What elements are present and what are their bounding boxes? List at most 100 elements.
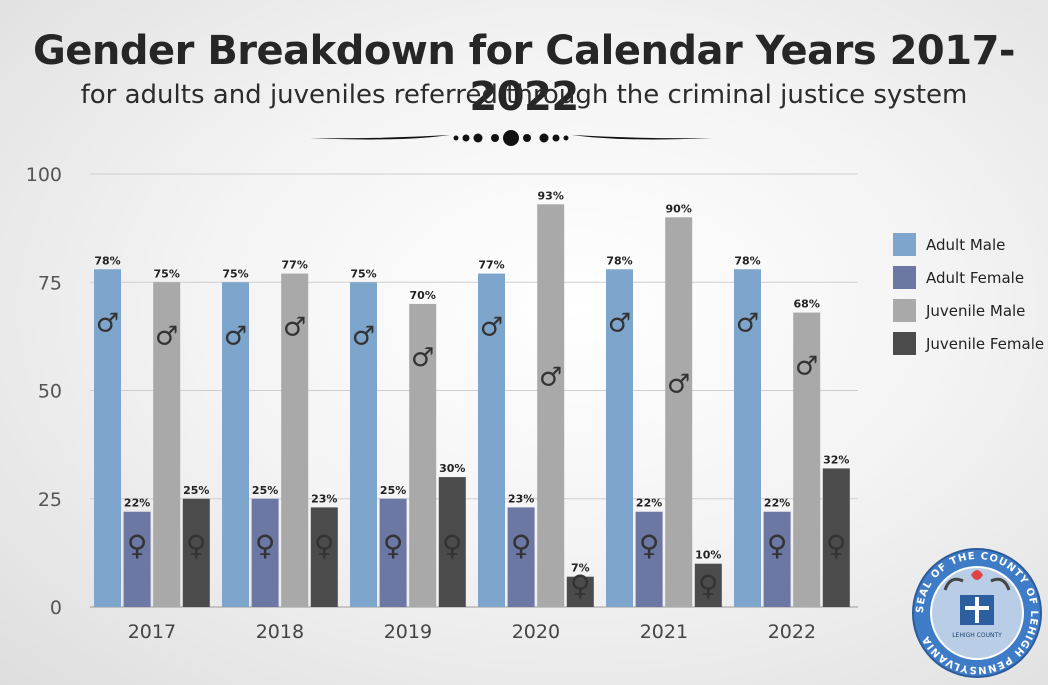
seal-inner-text: LEHIGH COUNTY (952, 632, 1002, 639)
bar-juvenile-female-2022 (822, 468, 850, 607)
data-label: 25% (252, 484, 278, 497)
legend-swatch (893, 233, 916, 256)
male-symbol-icon: ♂ (224, 321, 247, 351)
bar-juvenile-male-2022 (793, 312, 821, 607)
female-symbol-icon: ♀ (186, 529, 207, 562)
data-label: 75% (154, 267, 180, 280)
data-label: 30% (439, 462, 465, 475)
county-seal-logo: SEAL OF THE COUNTY OF LEHIGH PENNSYLVANI… (912, 548, 1042, 678)
bar-adult-male-2019 (350, 282, 377, 607)
female-symbol-icon: ♀ (698, 569, 719, 602)
legend-item: Juvenile Male (893, 294, 1044, 327)
data-label: 78% (606, 254, 632, 267)
title-ornament (310, 130, 712, 146)
bar-juvenile-male-2017 (153, 282, 181, 607)
data-label: 22% (764, 497, 790, 510)
female-symbol-icon: ♀ (570, 569, 591, 602)
data-label: 70% (410, 289, 436, 302)
bar-adult-female-2019 (379, 498, 407, 607)
data-label: 75% (222, 267, 248, 280)
data-label: 68% (794, 298, 820, 311)
bar-adult-female-2018 (251, 498, 279, 607)
legend: Adult Male Adult Female Juvenile Male Juven… (893, 228, 1044, 360)
female-symbol-icon: ♀ (255, 529, 276, 562)
female-symbol-icon: ♀ (767, 529, 788, 562)
data-label: 25% (380, 484, 406, 497)
male-symbol-icon: ♂ (667, 370, 690, 400)
bar-juvenile-male-2018 (281, 273, 309, 607)
bar-adult-female-2017 (123, 511, 151, 607)
bar-juvenile-male-2021 (665, 217, 693, 608)
female-symbol-icon: ♀ (511, 529, 532, 562)
data-label: 22% (124, 497, 150, 510)
x-tick-label: 2020 (512, 621, 560, 643)
y-tick-label: 0 (50, 597, 62, 619)
x-tick-label: 2022 (768, 621, 816, 643)
male-symbol-icon: ♂ (96, 308, 119, 338)
y-tick-label: 50 (38, 381, 62, 403)
chart-subtitle: for adults and juveniles referred throug… (80, 80, 968, 110)
male-symbol-icon: ♂ (352, 321, 375, 351)
legend-item: Adult Male (893, 228, 1044, 261)
male-symbol-icon: ♂ (411, 343, 434, 373)
bar-adult-female-2022 (763, 511, 791, 607)
data-label: 23% (311, 492, 337, 505)
data-label: 75% (350, 267, 376, 280)
bar-adult-male-2017 (94, 269, 121, 607)
data-label: 78% (94, 254, 120, 267)
female-symbol-icon: ♀ (383, 529, 404, 562)
female-symbol-icon: ♀ (127, 529, 148, 562)
legend-label: Juvenile Male (926, 301, 1026, 320)
bar-juvenile-female-2018 (310, 507, 338, 607)
data-label: 7% (571, 562, 590, 575)
data-label: 25% (183, 484, 209, 497)
bar-adult-male-2018 (222, 282, 249, 607)
male-symbol-icon: ♂ (539, 363, 562, 393)
bar-adult-female-2021 (635, 511, 663, 607)
male-symbol-icon: ♂ (736, 308, 759, 338)
bar-juvenile-female-2017 (182, 498, 210, 607)
chart-title: Gender Breakdown for Calendar Years 2017… (32, 28, 1016, 120)
male-symbol-icon: ♂ (608, 308, 631, 338)
legend-swatch (893, 299, 916, 322)
bar-juvenile-female-2021 (694, 563, 722, 607)
bar-juvenile-female-2020 (566, 576, 594, 607)
male-symbol-icon: ♂ (283, 313, 306, 343)
legend-item: Juvenile Female (893, 327, 1044, 360)
legend-label: Adult Female (926, 268, 1025, 287)
female-symbol-icon: ♀ (442, 529, 463, 562)
bar-adult-male-2021 (606, 269, 633, 607)
data-label: 77% (282, 259, 308, 272)
legend-swatch (893, 266, 916, 289)
legend-swatch (893, 332, 916, 355)
data-label: 77% (478, 259, 504, 272)
data-label: 90% (666, 202, 692, 215)
male-symbol-icon: ♂ (155, 321, 178, 351)
bar-juvenile-male-2019 (409, 303, 437, 607)
bar-adult-female-2020 (507, 507, 535, 607)
data-label: 78% (734, 254, 760, 267)
bar-adult-male-2020 (478, 273, 505, 607)
data-label: 93% (538, 189, 564, 202)
y-tick-label: 75 (38, 272, 62, 294)
female-symbol-icon: ♀ (826, 529, 847, 562)
legend-item: Adult Female (893, 261, 1044, 294)
female-symbol-icon: ♀ (314, 529, 335, 562)
x-tick-label: 2017 (128, 621, 176, 643)
male-symbol-icon: ♂ (480, 313, 503, 343)
bar-adult-male-2022 (734, 269, 761, 607)
x-tick-label: 2021 (640, 621, 688, 643)
female-symbol-icon: ♀ (639, 529, 660, 562)
y-tick-label: 100 (26, 164, 62, 186)
data-label: 32% (823, 453, 849, 466)
x-tick-label: 2018 (256, 621, 304, 643)
legend-label: Juvenile Female (926, 334, 1045, 353)
bar-juvenile-female-2019 (438, 477, 466, 607)
x-tick-label: 2019 (384, 621, 432, 643)
legend-label: Adult Male (926, 235, 1006, 254)
data-label: 10% (695, 549, 721, 562)
data-label: 22% (636, 497, 662, 510)
bar-juvenile-male-2020 (537, 204, 565, 607)
data-label: 23% (508, 492, 534, 505)
